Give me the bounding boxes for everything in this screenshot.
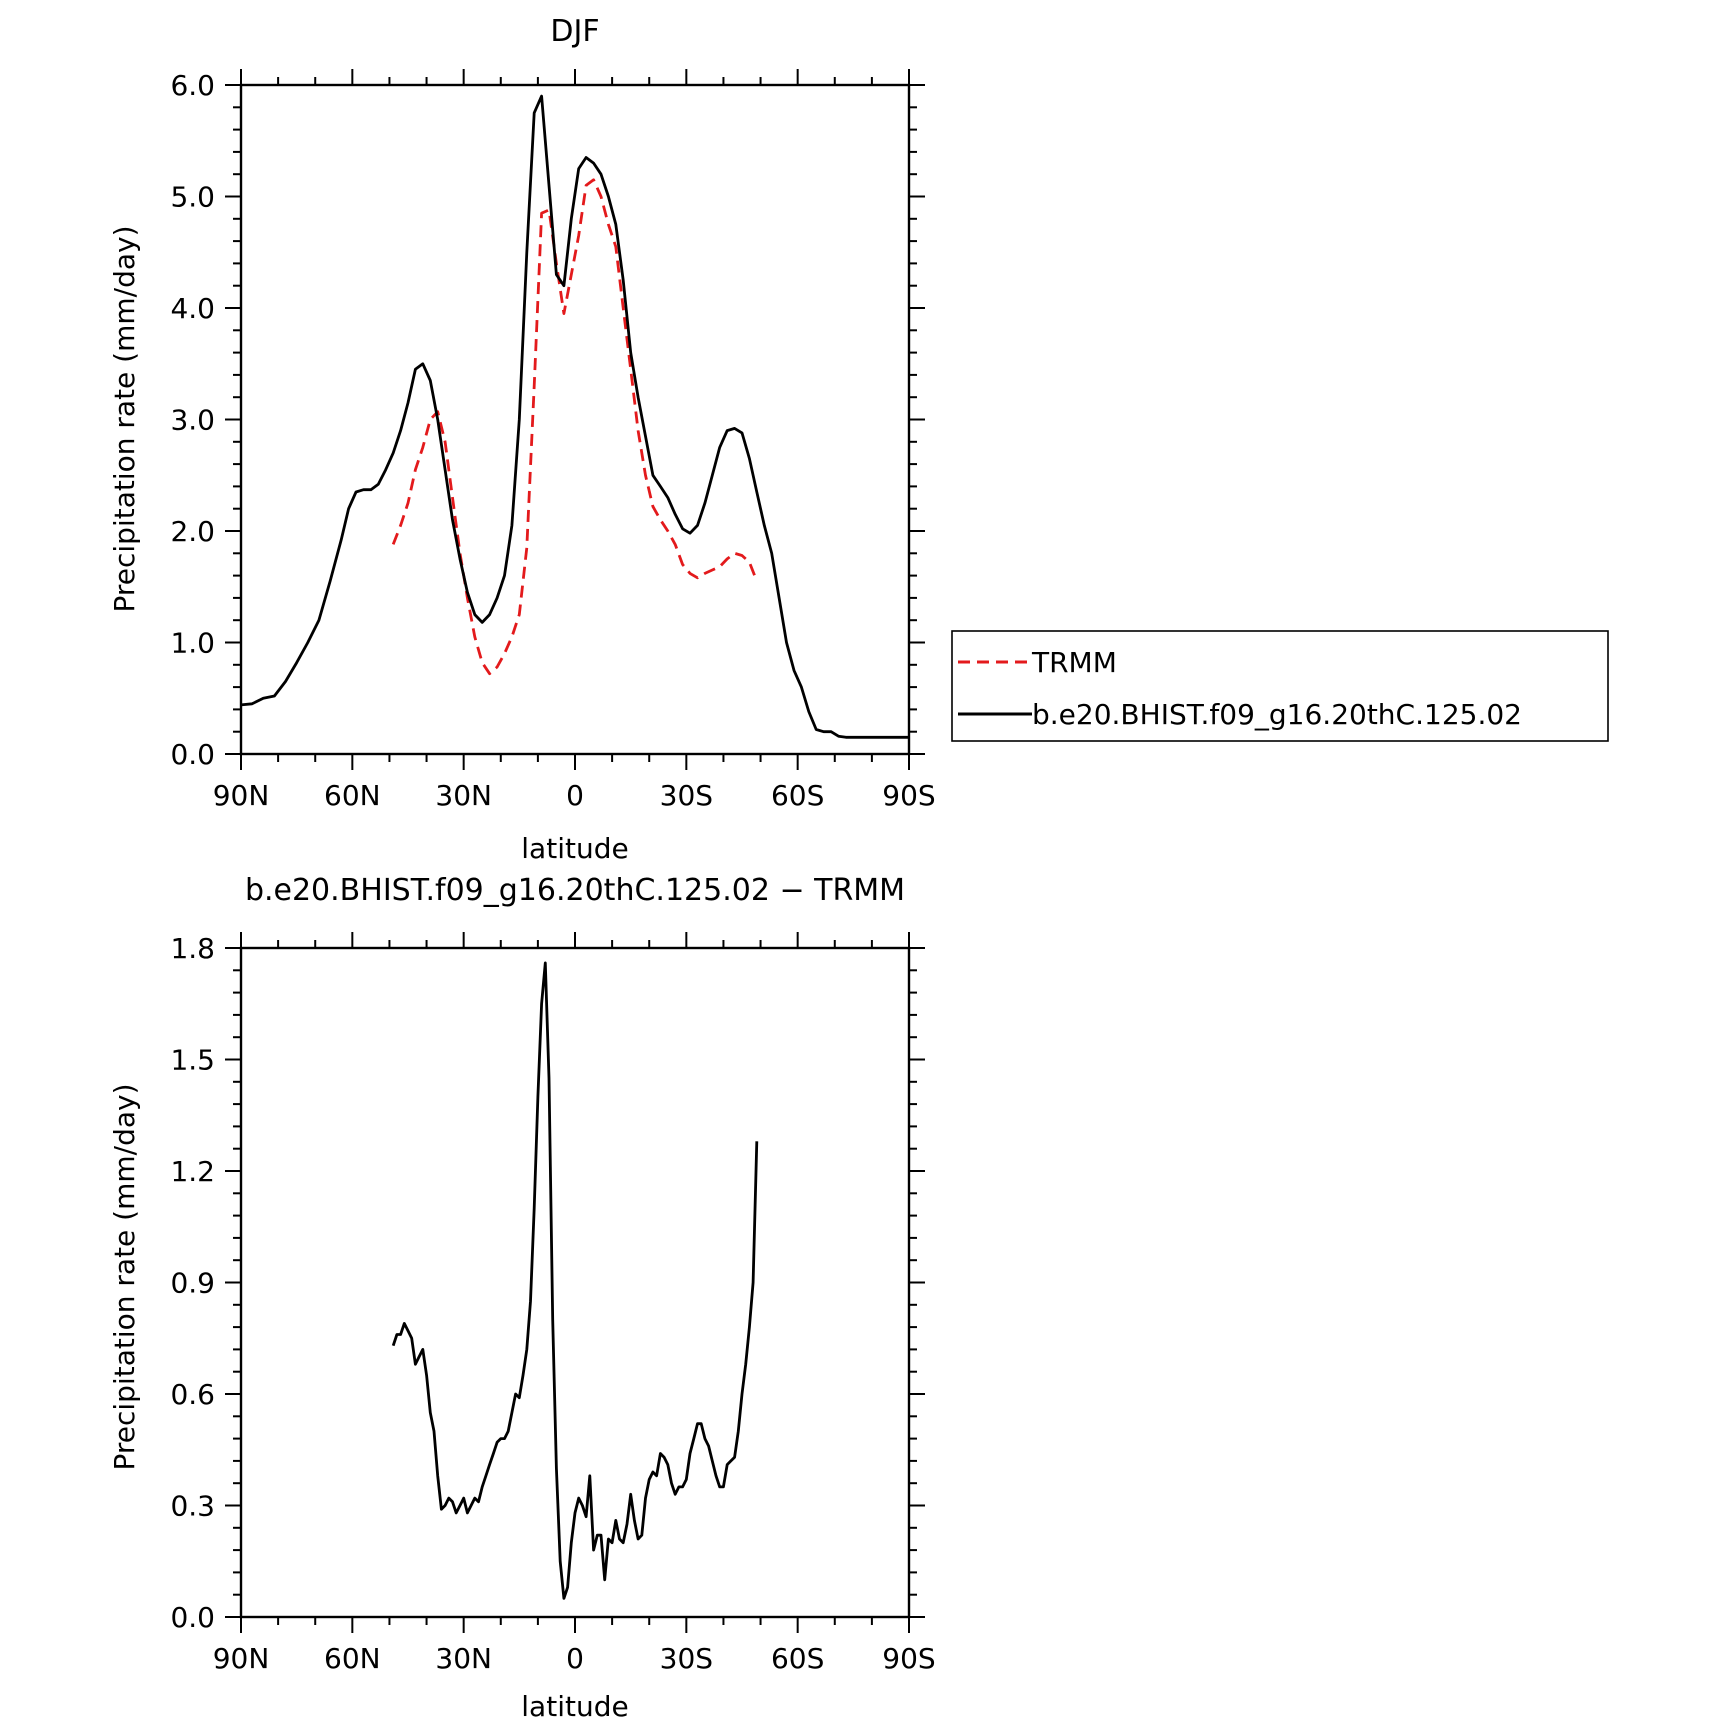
x-tick-label: 60S xyxy=(771,779,824,812)
series-group xyxy=(391,961,759,1600)
y-tick-label: 5.0 xyxy=(170,181,215,214)
panel-difference: b.e20.BHIST.f09_g16.20thC.125.02 − TRMM … xyxy=(108,873,936,1723)
y-tick-label: 1.0 xyxy=(170,627,215,660)
panel-djf: DJF 0.0 1.0 2.0 3.0 4.0 5.0 6.0 90N 60N 30N 0 30S 6… xyxy=(108,14,1609,865)
legend-label-trmm: TRMM xyxy=(1031,646,1117,679)
x-tick-label: 90N xyxy=(213,779,270,812)
series-line-trmm xyxy=(391,178,759,676)
x-tick-label: 0 xyxy=(566,779,584,812)
tick-marks xyxy=(225,932,925,1633)
y-tick-label: 3.0 xyxy=(170,404,215,437)
x-tick-label: 90N xyxy=(213,1642,270,1675)
legend-label-model: b.e20.BHIST.f09_g16.20thC.125.02 xyxy=(1032,698,1522,731)
y-tick-label: 1.5 xyxy=(170,1044,215,1077)
legend-box xyxy=(951,630,1609,742)
y-axis-title: Precipitation rate (mm/day) xyxy=(108,1083,141,1470)
y-tick-label: 0.9 xyxy=(170,1267,215,1300)
tick-marks xyxy=(225,69,925,770)
y-tick-label: 6.0 xyxy=(170,69,215,102)
plot-frame xyxy=(239,83,911,756)
x-tick-label: 30S xyxy=(660,1642,713,1675)
series-line-difference xyxy=(391,961,759,1600)
x-tick-label: 90S xyxy=(882,1642,935,1675)
x-tick-label: 30N xyxy=(435,1642,492,1675)
x-tick-label: 90S xyxy=(882,779,935,812)
x-tick-label: 60N xyxy=(324,779,381,812)
y-tick-label: 0.0 xyxy=(170,738,215,771)
y-axis-title: Precipitation rate (mm/day) xyxy=(108,225,141,612)
x-tick-label: 60S xyxy=(771,1642,824,1675)
x-axis-title: latitude xyxy=(521,1690,628,1723)
y-tick-label: 4.0 xyxy=(170,292,215,325)
legend: TRMM b.e20.BHIST.f09_g16.20thC.125.02 xyxy=(951,630,1609,742)
y-tick-label: 1.8 xyxy=(170,932,215,965)
x-axis-title: latitude xyxy=(521,832,628,865)
x-tick-label: 30S xyxy=(660,779,713,812)
x-tick-labels: 90N 60N 30N 0 30S 60S 90S xyxy=(213,779,936,812)
x-tick-label: 30N xyxy=(435,779,492,812)
plot-frame xyxy=(239,946,911,1619)
y-tick-labels: 0.0 1.0 2.0 3.0 4.0 5.0 6.0 xyxy=(170,69,215,771)
y-tick-label: 0.0 xyxy=(170,1601,215,1634)
x-tick-label: 60N xyxy=(324,1642,381,1675)
series-group xyxy=(240,94,909,739)
y-tick-label: 0.3 xyxy=(170,1490,215,1523)
chart-title: b.e20.BHIST.f09_g16.20thC.125.02 − TRMM xyxy=(245,873,905,908)
x-tick-labels: 90N 60N 30N 0 30S 60S 90S xyxy=(213,1642,936,1675)
y-tick-label: 2.0 xyxy=(170,515,215,548)
x-tick-label: 0 xyxy=(566,1642,584,1675)
chart-title: DJF xyxy=(550,14,599,49)
y-tick-label: 1.2 xyxy=(170,1155,215,1188)
y-tick-labels: 0.0 0.3 0.6 0.9 1.2 1.5 1.8 xyxy=(170,932,215,1634)
y-tick-label: 0.6 xyxy=(170,1378,215,1411)
series-line-b-e20-bhist-f09-g16-20thc-125-02 xyxy=(240,94,909,739)
